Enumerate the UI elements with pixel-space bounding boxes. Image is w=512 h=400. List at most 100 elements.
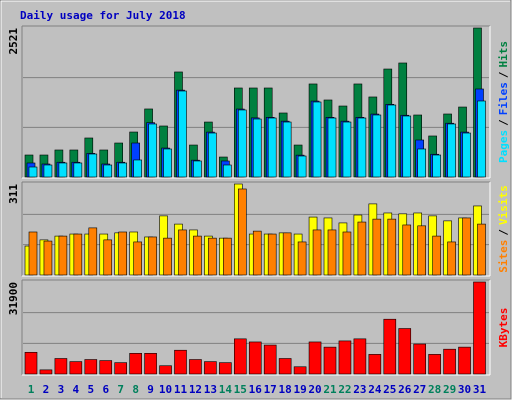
x-tick-label: 5 [87, 383, 94, 396]
bar [447, 241, 456, 276]
bar [238, 188, 247, 276]
bar [84, 359, 98, 375]
bar [383, 318, 397, 375]
x-tick-label: 14 [219, 383, 233, 396]
legend-separator: / [497, 229, 510, 236]
y-tick-label: 311 [7, 184, 20, 204]
bar [133, 241, 142, 276]
bar [28, 166, 38, 178]
bar [28, 231, 38, 276]
x-tick-label: 15 [234, 383, 247, 396]
bar [219, 362, 232, 375]
bar [342, 231, 352, 276]
bar [234, 338, 247, 375]
bar [118, 162, 127, 178]
x-tick-label: 6 [102, 383, 109, 396]
x-tick-label: 23 [353, 383, 366, 396]
bar [24, 351, 38, 375]
bar [417, 148, 427, 178]
bar [103, 239, 113, 276]
bar [163, 148, 172, 178]
x-tick-label: 19 [293, 383, 306, 396]
bar [282, 121, 292, 178]
bar [447, 123, 456, 178]
bar [387, 218, 397, 276]
bar [293, 366, 307, 375]
bar [223, 164, 232, 178]
bar [443, 348, 456, 375]
legend-separator: / [497, 119, 510, 126]
bar [58, 235, 68, 276]
bar [248, 341, 262, 375]
bar [372, 114, 382, 178]
x-tick-label: 11 [174, 383, 188, 396]
bar [308, 341, 322, 375]
legend-entry: Sites [497, 240, 510, 273]
legend: Pages / Files / Hits [497, 41, 510, 163]
x-tick-label: 7 [117, 383, 124, 396]
legend-entry: Hits [497, 41, 510, 68]
bar [148, 236, 157, 276]
bar [387, 104, 397, 178]
bar [357, 117, 367, 178]
bar [118, 231, 127, 276]
bar [327, 117, 337, 178]
bar [477, 223, 486, 276]
bar [88, 153, 98, 178]
bar [114, 362, 127, 375]
bar [133, 159, 142, 178]
x-tick-label: 31 [473, 383, 487, 396]
bar [252, 230, 262, 276]
bar [372, 218, 382, 276]
legend-separator: / [497, 71, 510, 78]
bar [208, 237, 217, 276]
bar [208, 132, 217, 178]
bar [353, 338, 367, 375]
x-tick-label: 9 [147, 383, 154, 396]
bar [99, 360, 113, 375]
bar [263, 344, 277, 375]
bar [193, 235, 202, 276]
bar [473, 281, 486, 375]
x-tick-label: 26 [398, 383, 412, 396]
bar [73, 162, 83, 178]
bar [432, 235, 441, 276]
x-tick-label: 2 [43, 383, 50, 396]
x-tick-label: 17 [264, 383, 277, 396]
x-tick-label: 3 [58, 383, 65, 396]
bar [39, 369, 53, 375]
bar [43, 164, 53, 178]
bar [402, 115, 412, 178]
x-tick-label: 1 [28, 383, 35, 396]
bar [223, 237, 232, 276]
x-tick-label: 21 [323, 383, 337, 396]
bar [398, 328, 412, 375]
bar [148, 123, 157, 178]
bar [402, 224, 412, 276]
bar [417, 225, 427, 276]
bar [159, 365, 172, 375]
x-tick-label: 13 [204, 383, 217, 396]
bar [204, 361, 217, 375]
bar [368, 354, 382, 375]
chart-title: Daily usage for July 2018 [20, 9, 186, 22]
bar [267, 233, 277, 276]
bar [462, 132, 471, 178]
x-tick-label: 22 [338, 383, 351, 396]
bar [174, 349, 187, 375]
bar [342, 121, 352, 178]
x-tick-label: 24 [368, 383, 382, 396]
x-tick-label: 25 [383, 383, 396, 396]
bar [357, 221, 367, 276]
x-tick-label: 28 [428, 383, 441, 396]
bar [428, 354, 441, 375]
bar [178, 229, 187, 276]
bar [267, 117, 277, 178]
legend: Sites / Visits [497, 185, 510, 273]
x-tick-label: 30 [458, 383, 471, 396]
x-tick-label: 29 [443, 383, 456, 396]
bar [312, 101, 322, 178]
bar [432, 154, 441, 178]
bar [73, 233, 83, 276]
